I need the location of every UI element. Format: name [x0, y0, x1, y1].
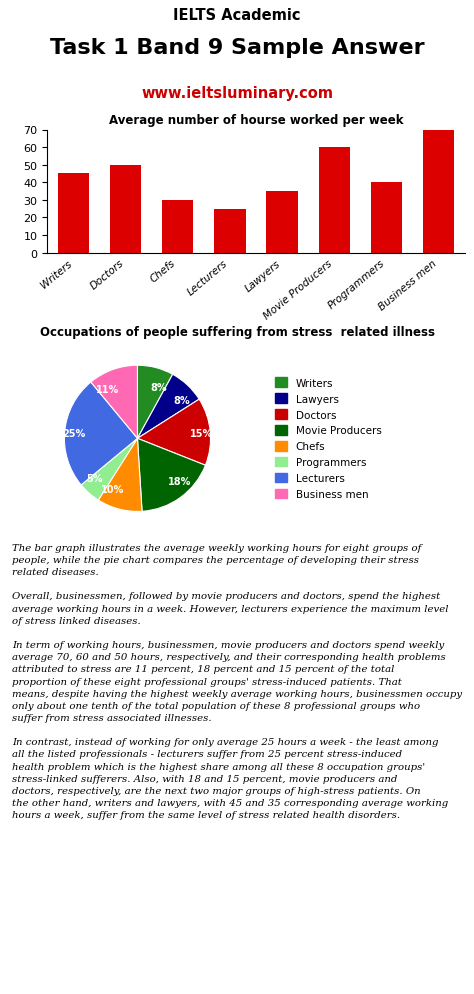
Wedge shape: [137, 366, 173, 439]
Text: IELTS Academic: IELTS Academic: [173, 8, 301, 23]
Text: 8%: 8%: [151, 383, 167, 393]
Bar: [266, 192, 298, 253]
Text: 11%: 11%: [96, 385, 119, 395]
Text: 8%: 8%: [173, 396, 190, 406]
Bar: [319, 148, 350, 253]
Text: Task 1 Band 9 Sample Answer: Task 1 Band 9 Sample Answer: [50, 39, 424, 59]
Wedge shape: [137, 439, 205, 512]
Text: 18%: 18%: [168, 476, 192, 486]
Title: Average number of hourse worked per week: Average number of hourse worked per week: [109, 113, 403, 126]
Bar: [58, 174, 89, 253]
Wedge shape: [137, 375, 199, 439]
Bar: [162, 201, 193, 253]
Wedge shape: [137, 400, 210, 466]
Bar: [371, 183, 402, 253]
Text: 5%: 5%: [86, 473, 103, 483]
Legend: Writers, Lawyers, Doctors, Movie Producers, Chefs, Programmers, Lecturers, Busin: Writers, Lawyers, Doctors, Movie Produce…: [271, 374, 386, 504]
Bar: [214, 210, 246, 253]
Wedge shape: [91, 366, 137, 439]
Text: Occupations of people suffering from stress  related illness: Occupations of people suffering from str…: [39, 326, 435, 339]
Text: 15%: 15%: [190, 429, 213, 439]
Bar: [110, 165, 141, 253]
Wedge shape: [81, 439, 137, 501]
Text: 25%: 25%: [62, 429, 85, 439]
Text: The bar graph illustrates the average weekly working hours for eight groups of
p: The bar graph illustrates the average we…: [12, 544, 462, 819]
Text: 10%: 10%: [101, 485, 124, 495]
Bar: [423, 130, 454, 253]
Wedge shape: [64, 383, 137, 485]
Text: www.ieltsluminary.com: www.ieltsluminary.com: [141, 85, 333, 100]
Wedge shape: [98, 439, 142, 512]
